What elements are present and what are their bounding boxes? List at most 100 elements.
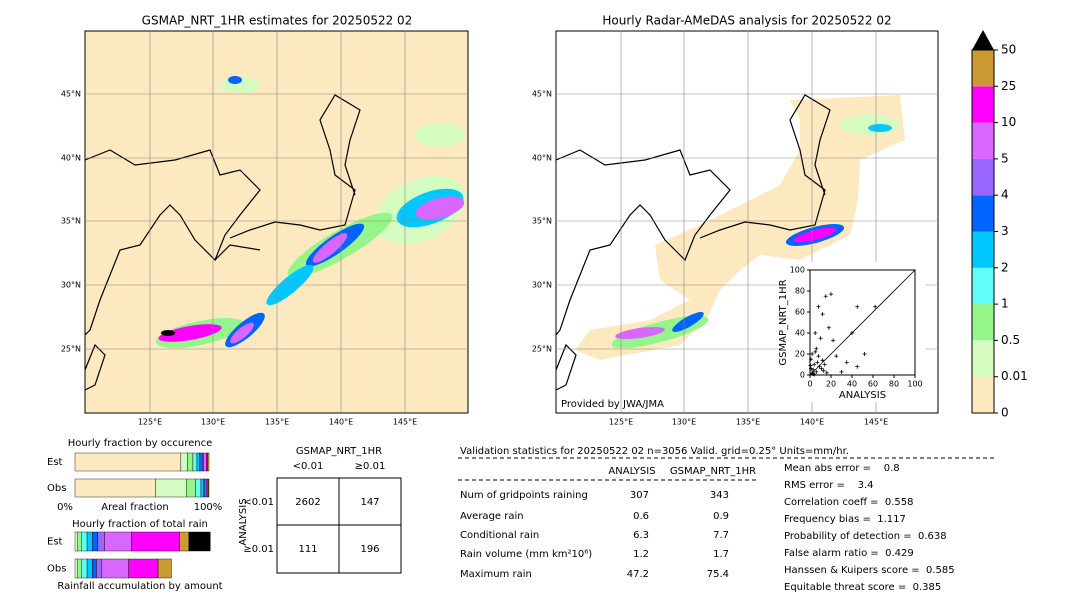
x-axis-label: ANALYSIS <box>839 390 886 401</box>
fraction-segment <box>128 558 159 579</box>
fraction-segment <box>81 531 88 552</box>
row-label: Maximum rain <box>460 569 532 580</box>
scatter-point <box>810 352 815 356</box>
colorbar-label: 3 <box>1001 224 1009 238</box>
lat-label: 25°N <box>532 345 552 354</box>
scatter-point <box>824 370 829 375</box>
scatter-point <box>813 331 818 335</box>
fraction-segment <box>203 452 207 472</box>
lon-label: 125°E <box>138 418 162 427</box>
fraction-segment <box>74 478 156 498</box>
colorbar-segment <box>972 340 994 377</box>
scatter-point <box>855 304 860 309</box>
lat-label: 40°N <box>532 154 552 163</box>
axis-label: Areal fraction <box>101 502 168 513</box>
scatter-point <box>809 366 814 371</box>
map-frame <box>84 30 469 414</box>
fraction-segment <box>157 558 172 579</box>
fraction-segment <box>186 478 196 498</box>
scatter-point <box>815 360 820 365</box>
credit: Provided by JWA/JMA <box>561 399 664 410</box>
fraction-segment <box>180 452 188 472</box>
fraction-segment <box>195 478 202 498</box>
fraction-segment <box>203 478 206 498</box>
value: 0.9 <box>713 511 729 522</box>
scatter-point <box>822 362 827 367</box>
scatter-point <box>820 358 825 363</box>
col-header: ANALYSIS <box>608 466 655 477</box>
colorbar-label: 0 <box>1001 406 1009 420</box>
row-label: Est <box>47 537 63 548</box>
scatter-point <box>814 369 819 374</box>
x-tick-label: 20 <box>826 380 836 389</box>
y-axis-label: GSMAP_NRT_1HR <box>778 279 789 365</box>
diagonal <box>809 269 916 376</box>
fraction-segment <box>204 478 207 498</box>
fraction-segment <box>77 558 82 579</box>
colorbar-label: 4 <box>1001 188 1009 202</box>
colorbar-label: 0.01 <box>1001 369 1028 383</box>
colorbar-segment <box>972 376 994 413</box>
scatter-point <box>829 292 833 297</box>
fraction-segment <box>77 531 82 552</box>
scatter-point <box>844 360 849 365</box>
map-title: GSMAP_NRT_1HR estimates for 20250522 02 <box>142 14 413 28</box>
scatter-point <box>811 367 816 372</box>
y-tick-label: 100 <box>790 266 805 275</box>
fraction-segment <box>101 558 129 579</box>
fraction-segment <box>155 478 187 498</box>
map-estimates <box>84 30 469 414</box>
fraction-segment <box>86 558 93 579</box>
scatter-frame <box>809 269 916 376</box>
x-tick-label: 60 <box>868 380 878 389</box>
value: 343 <box>710 490 729 501</box>
scatter-point <box>814 346 819 351</box>
cell: 147 <box>360 497 379 508</box>
caption: Rainfall accumulation by amount <box>57 581 222 592</box>
score: Equitable threat score = 0.385 <box>784 582 941 593</box>
lat-label: 25°N <box>61 345 81 354</box>
x-tick-label: 40 <box>847 380 857 389</box>
y-tick-label: 0 <box>800 371 805 380</box>
scatter-point <box>820 312 825 317</box>
scatter-point <box>850 331 854 335</box>
fraction-segment <box>92 558 97 579</box>
score: Mean abs error = 0.8 <box>784 463 900 474</box>
scatter-point <box>808 363 813 368</box>
value: 1.7 <box>713 549 729 560</box>
row-label: Obs <box>47 483 66 494</box>
score: Hanssen & Kuipers score = 0.585 <box>784 565 955 576</box>
axis-label: 0% <box>57 502 73 513</box>
value: 7.7 <box>713 530 729 541</box>
x-tick-label: 80 <box>889 380 899 389</box>
axis-label: 100% <box>194 502 223 513</box>
stats-header: Validation statistics for 20250522 02 n=… <box>460 446 849 457</box>
table-title: GSMAP_NRT_1HR <box>296 446 382 457</box>
x-tick-label: 0 <box>807 380 812 389</box>
score: False alarm ratio = 0.429 <box>784 548 914 559</box>
scatter-point <box>812 372 817 377</box>
scatter-point <box>839 369 844 374</box>
scatter-point <box>809 357 814 362</box>
colorbar-label: 0.5 <box>1001 333 1020 347</box>
lon-label: 135°E <box>265 418 289 427</box>
value: 75.4 <box>707 569 729 580</box>
colorbar-segment <box>972 158 994 196</box>
fraction-segment <box>96 558 103 579</box>
row-label: Obs <box>47 564 66 575</box>
lon-label: 140°E <box>800 418 824 427</box>
colorbar-label: 25 <box>1001 79 1016 93</box>
value: 6.3 <box>633 530 649 541</box>
lon-label: 145°E <box>393 418 417 427</box>
scatter-point <box>816 354 821 359</box>
panel-title: Hourly fraction by occurence <box>68 438 212 449</box>
lat-label: 30°N <box>532 281 552 290</box>
y-tick-label: 40 <box>795 329 805 338</box>
cell: 111 <box>298 544 317 555</box>
lon-label: 130°E <box>672 418 696 427</box>
y-tick-label: 80 <box>795 287 805 296</box>
colorbar-label: 50 <box>1001 43 1016 57</box>
fraction-segment <box>188 531 211 552</box>
scatter-point <box>816 304 821 309</box>
colorbar-label: 10 <box>1001 115 1016 129</box>
